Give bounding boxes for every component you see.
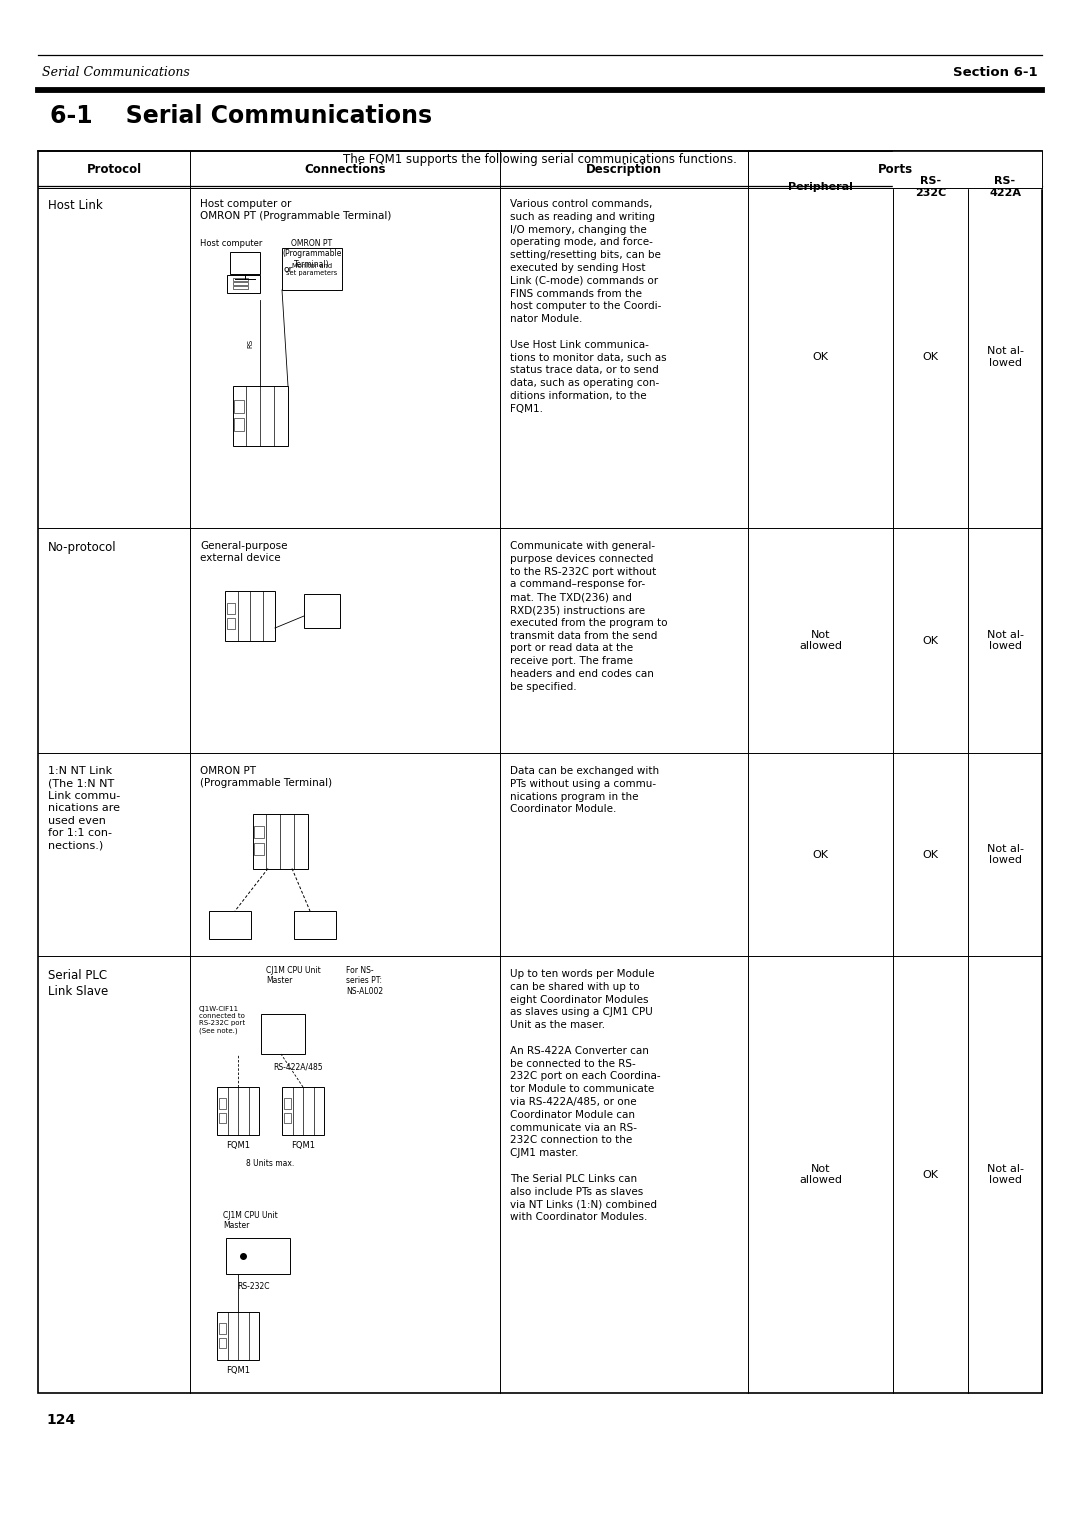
- Text: Protocol: Protocol: [86, 163, 141, 176]
- Text: Up to ten words per Module
can be shared with up to
eight Coordinator Modules
as: Up to ten words per Module can be shared…: [510, 969, 661, 1222]
- Text: 124: 124: [46, 1413, 76, 1427]
- Text: Serial PLC
Link Slave: Serial PLC Link Slave: [48, 969, 108, 998]
- Text: CJ1M CPU Unit
Master: CJ1M CPU Unit Master: [266, 966, 321, 986]
- Text: RS-
232C: RS- 232C: [915, 176, 946, 197]
- Text: OK: OK: [922, 636, 939, 645]
- Text: Host computer: Host computer: [200, 238, 262, 248]
- Text: Monitor and
set parameters: Monitor and set parameters: [286, 263, 338, 275]
- Text: RS: RS: [247, 338, 253, 347]
- Text: Not al-
lowed: Not al- lowed: [986, 1164, 1024, 1186]
- Text: Not
allowed: Not allowed: [799, 1164, 842, 1186]
- Text: OMRON PT
(Programmable
Terminal): OMRON PT (Programmable Terminal): [282, 238, 341, 269]
- Text: Serial Communications: Serial Communications: [42, 66, 190, 78]
- Text: Host Link: Host Link: [48, 199, 103, 212]
- Text: Not al-
lowed: Not al- lowed: [986, 630, 1024, 651]
- Text: CJ1M CPU Unit
Master: CJ1M CPU Unit Master: [222, 1212, 278, 1230]
- Text: FQM1: FQM1: [226, 1366, 249, 1375]
- Text: OK: OK: [922, 1169, 939, 1180]
- Text: OK: OK: [922, 351, 939, 362]
- Text: Not al-
lowed: Not al- lowed: [986, 843, 1024, 865]
- Text: Communicate with general-
purpose devices connected
to the RS-232C port without
: Communicate with general- purpose device…: [510, 541, 667, 692]
- Text: Not
allowed: Not allowed: [799, 630, 842, 651]
- Text: Various control commands,
such as reading and writing
I/O memory, changing the
o: Various control commands, such as readin…: [510, 199, 666, 414]
- Text: OK: OK: [922, 850, 939, 859]
- Text: Not al-
lowed: Not al- lowed: [986, 347, 1024, 368]
- Text: No-protocol: No-protocol: [48, 541, 117, 555]
- Text: The FQM1 supports the following serial communications functions.: The FQM1 supports the following serial c…: [343, 153, 737, 167]
- Text: RS-422A/485: RS-422A/485: [273, 1062, 323, 1071]
- Text: OK: OK: [812, 351, 828, 362]
- Text: or: or: [283, 264, 293, 274]
- Text: RS-
422A: RS- 422A: [989, 176, 1021, 197]
- Text: Host computer or
OMRON PT (Programmable Terminal): Host computer or OMRON PT (Programmable …: [200, 199, 391, 222]
- Text: 1:N NT Link
(The 1:N NT
Link commu-
nications are
used even
for 1:1 con-
nection: 1:N NT Link (The 1:N NT Link commu- nica…: [48, 766, 120, 851]
- Text: FQM1: FQM1: [226, 1141, 249, 1151]
- Text: Connections: Connections: [305, 163, 386, 176]
- Text: OMRON PT
(Programmable Terminal): OMRON PT (Programmable Terminal): [200, 766, 333, 788]
- Text: RS-232C: RS-232C: [237, 1282, 269, 1291]
- Text: Description: Description: [586, 163, 662, 176]
- Text: Data can be exchanged with
PTs without using a commu-
nications program in the
C: Data can be exchanged with PTs without u…: [510, 766, 659, 814]
- Text: Ports: Ports: [877, 163, 913, 176]
- Text: 8 Units max.: 8 Units max.: [246, 1160, 295, 1167]
- Text: CJ1W-CIF11
connected to
RS-232C port
(See note.): CJ1W-CIF11 connected to RS-232C port (Se…: [199, 1005, 245, 1033]
- Text: General-purpose
external device: General-purpose external device: [200, 541, 287, 564]
- Text: For NS-
series PT:
NS-AL002: For NS- series PT: NS-AL002: [346, 966, 383, 996]
- Text: OK: OK: [812, 850, 828, 859]
- Text: Section 6-1: Section 6-1: [954, 66, 1038, 78]
- Text: Peripheral: Peripheral: [788, 182, 853, 193]
- Text: FQM1: FQM1: [291, 1141, 315, 1151]
- Text: 6-1    Serial Communications: 6-1 Serial Communications: [50, 104, 432, 128]
